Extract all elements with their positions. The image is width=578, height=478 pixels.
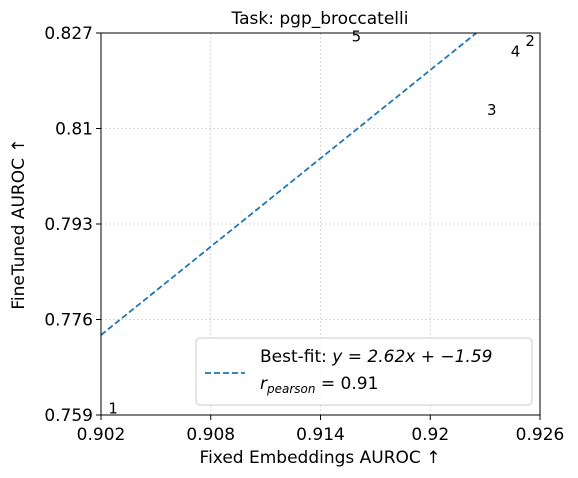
x-tick-label: 0.914 [296,425,345,445]
x-tick-label: 0.902 [77,425,126,445]
x-tick-label: 0.92 [411,425,449,445]
point-label: 1 [108,399,118,417]
x-tick-label: 0.908 [186,425,235,445]
axis-ticks: 0.902 0.908 0.914 0.92 0.926 0.759 0.776 0.793 0… [44,24,564,445]
point-label: 5 [352,27,362,45]
legend-fit-equation: y = 2.62x + −1.59 [331,347,492,367]
legend-r-symbol: r [260,374,268,394]
legend: Best-fit: y = 2.62x + −1.59 rpearson = 0… [195,337,533,406]
legend-r-entry: rpearson = 0.91 [260,374,378,396]
legend-r-value: = 0.91 [316,374,379,394]
y-tick-label: 0.81 [55,120,93,140]
y-tick-label: 0.793 [44,215,93,235]
y-tick-label: 0.759 [44,406,93,426]
legend-box [195,337,533,406]
point-labels: 1 2 3 4 5 [108,27,535,417]
chart-title: Task: pgp_broccatelli [231,9,409,29]
point-label: 3 [487,101,497,119]
best-fit-line [101,33,478,336]
y-tick-label: 0.827 [44,24,93,44]
y-axis-label: FineTuned AUROC ↑ [9,138,29,309]
y-tick-label: 0.776 [44,311,93,331]
legend-fit-entry: Best-fit: y = 2.62x + −1.59 [260,347,492,367]
point-label: 4 [511,43,521,61]
x-tick-label: 0.926 [516,425,565,445]
legend-r-subscript: pearson [266,382,316,396]
legend-fit-prefix: Best-fit: [260,347,332,367]
x-axis-label: Fixed Embeddings AUROC ↑ [200,448,441,468]
point-label: 2 [525,32,535,50]
